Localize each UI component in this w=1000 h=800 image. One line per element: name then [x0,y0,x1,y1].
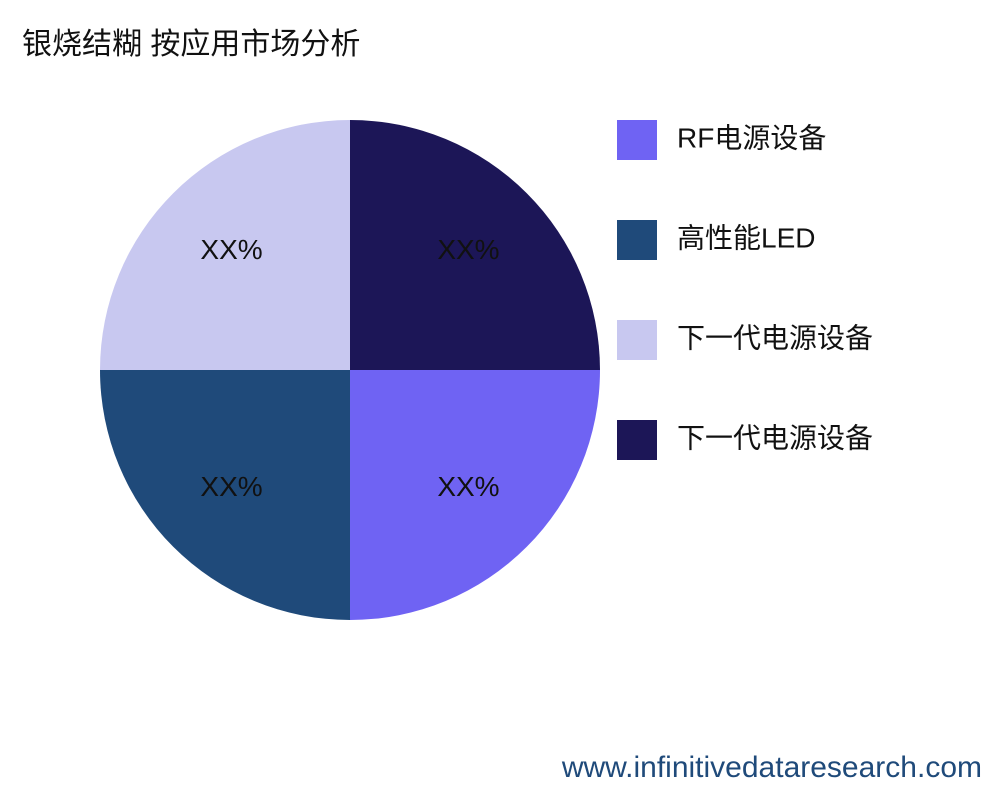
legend-label: 下一代电源设备 [677,422,873,453]
pie-slice [100,120,350,370]
legend-label: 高性能LED [677,222,815,253]
legend-swatch [617,120,657,160]
pie-slice [350,370,600,620]
value-label: XX% [200,234,262,265]
legend-label: 下一代电源设备 [677,322,873,353]
value-label: XX% [437,234,499,265]
pie-slice [100,370,350,620]
legend-swatch [617,320,657,360]
value-label: XX% [437,471,499,502]
legend-label: RF电源设备 [677,122,826,153]
watermark: www.infinitivedataresearch.com [561,751,982,784]
value-label: XX% [200,471,262,502]
chart-title: 银烧结糊 按应用市场分析 [22,28,360,61]
legend-swatch [617,420,657,460]
pie-slice [350,120,600,370]
legend-swatch [617,220,657,260]
